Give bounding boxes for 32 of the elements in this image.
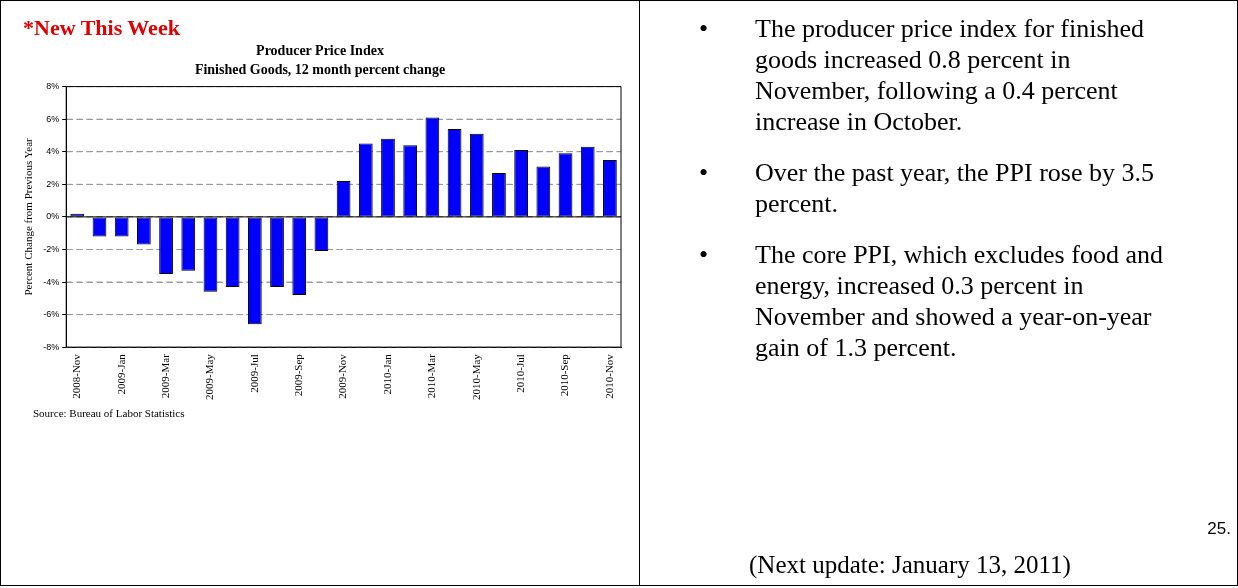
x-tick-label: 2009-Mar	[158, 353, 171, 399]
x-tick-label: 2009-May	[203, 353, 216, 400]
text: • The producer price index for finished goods increased 0.8 percent in November, following a 0.4 percent increase in October.	[699, 14, 1145, 136]
source-note: Source: Bureau of Labor Statistics	[33, 407, 185, 419]
x-tick-label: 2009-Jul	[247, 354, 260, 393]
x-tick-label: 2010-Jan	[380, 353, 393, 395]
y-tick-label: -4%	[43, 276, 60, 287]
x-tick-label: 2010-Mar	[425, 353, 438, 399]
x-tick-label: 2010-May	[469, 353, 482, 400]
x-tick-label: 2008-Nov	[70, 353, 83, 399]
y-tick-label: 0%	[46, 211, 60, 222]
y-tick-label: -8%	[43, 341, 60, 352]
text: *New This Week	[23, 15, 180, 41]
x-tick-label: 2010-Sep	[558, 353, 571, 397]
chart-title: Producer Price Index	[256, 43, 384, 59]
x-tick-label: 2009-Nov	[336, 353, 349, 399]
text: • Over the past year, the PPI rose by 3.5 percent.	[699, 158, 1154, 218]
y-tick-label: 8%	[46, 81, 60, 92]
text: • The core PPI, which excludes food and energy, increased 0.3 percent in November and showed a year-on-year gain of 1.3 percent.	[699, 240, 1163, 362]
y-tick-label: 6%	[46, 113, 60, 124]
y-tick-label: -2%	[43, 243, 60, 254]
chart-subtitle: Finished Goods, 12 month percent change	[194, 61, 446, 77]
text: 25.	[1207, 519, 1231, 539]
text: (Next update: January 13, 2011)	[749, 551, 1071, 579]
y-tick-label: 4%	[46, 146, 60, 157]
x-tick-label: 2009-Jan	[114, 353, 127, 395]
y-tick-label: -6%	[43, 309, 60, 320]
x-tick-label: 2009-Sep	[292, 353, 305, 397]
x-tick-label: 2010-Nov	[602, 353, 615, 399]
x-tick-label: 2010-Jul	[514, 354, 527, 393]
y-tick-label: 2%	[46, 178, 60, 189]
y-axis-title: Percent Change from Previous Year	[22, 137, 35, 296]
